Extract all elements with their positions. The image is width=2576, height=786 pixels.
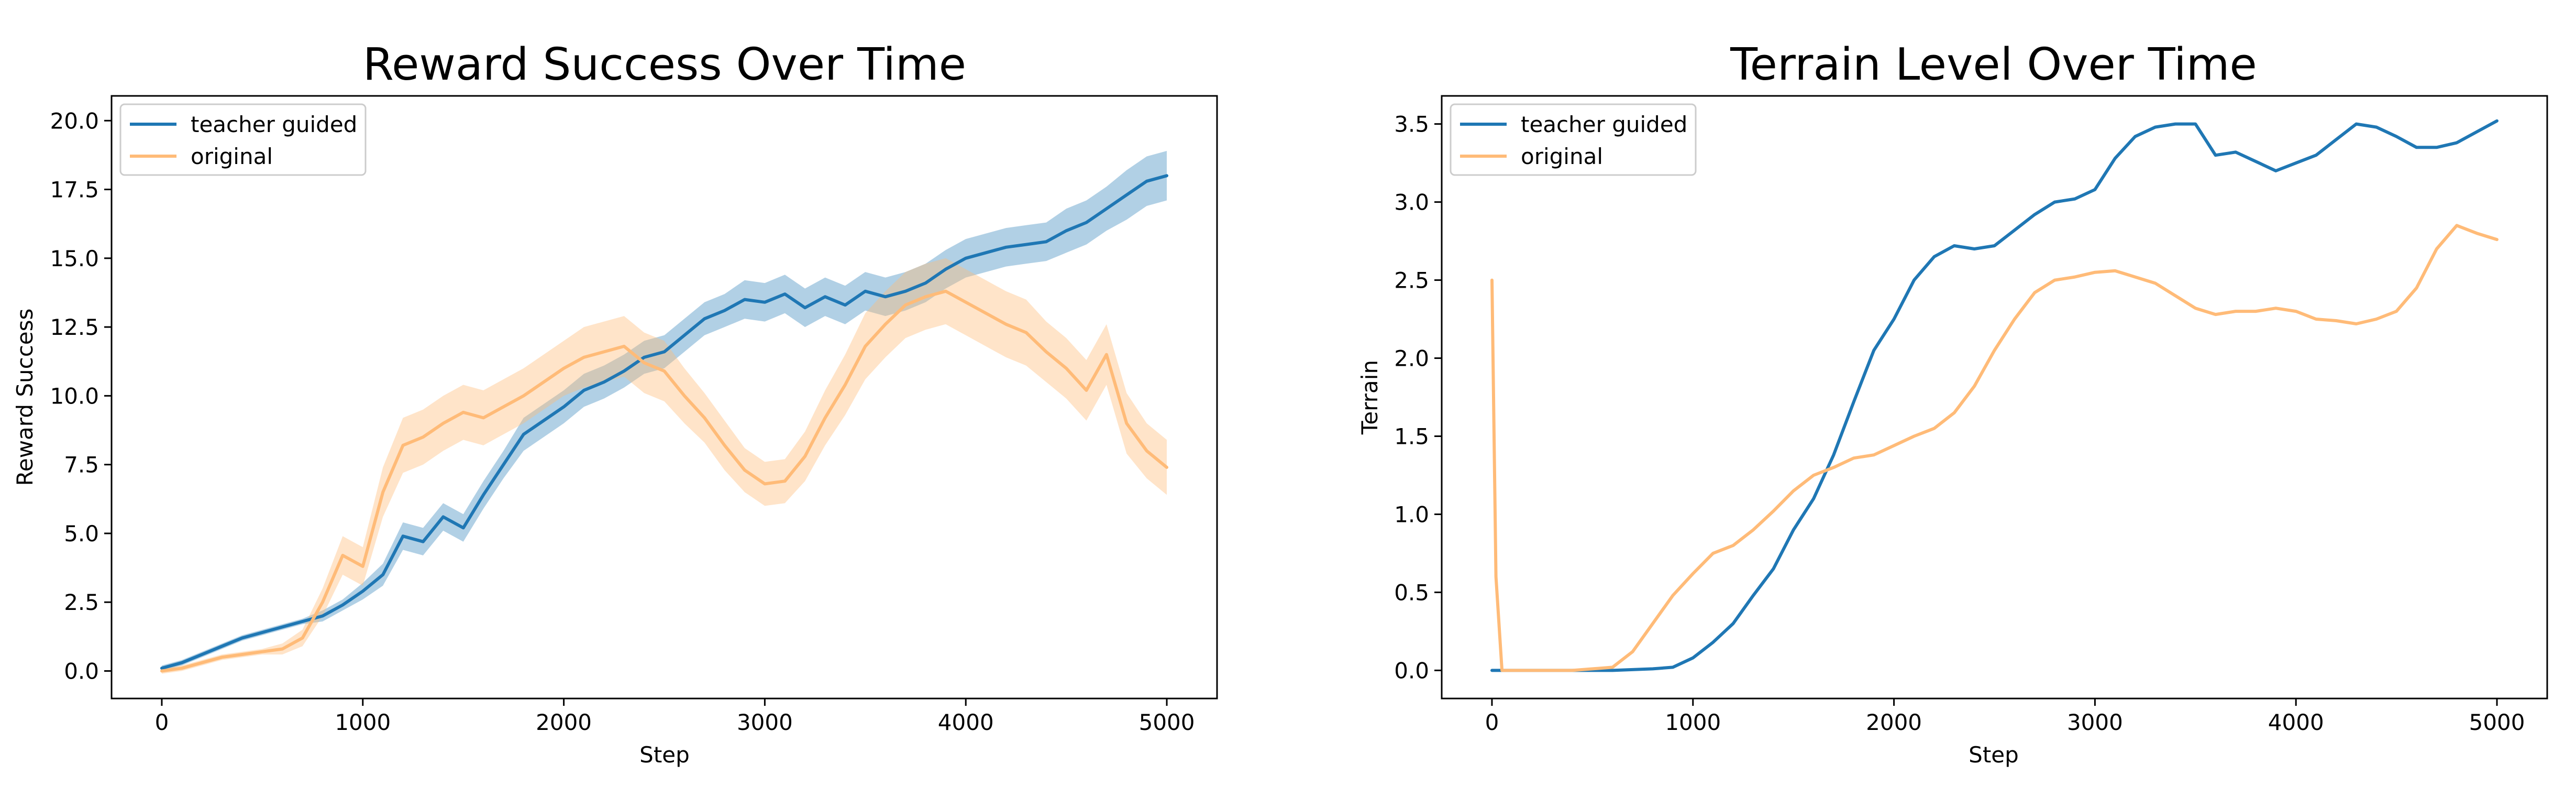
reward-success-chart: Reward Success Over Time 0 1000 2000 3000 40…: [12, 39, 1218, 768]
y-tick-label: 1.0: [1394, 501, 1429, 527]
x-axis-label: Step: [1969, 742, 2019, 768]
x-tick-label: 0: [155, 709, 169, 735]
legend-label-original: original: [191, 144, 273, 169]
y-tick-label: 10.0: [50, 383, 99, 409]
plot-frame: [110, 95, 1218, 700]
x-tick-label: 4000: [2268, 709, 2324, 735]
x-tick-label: 0: [1485, 709, 1499, 735]
x-tick-label: 2000: [1866, 709, 1922, 735]
y-tick-label: 17.5: [50, 177, 99, 203]
series-band-teacher-guided: [162, 151, 1167, 671]
series-line-original: [1490, 224, 2498, 672]
y-tick-label: 2.0: [1394, 346, 1429, 372]
y-tick-label: 12.5: [50, 314, 99, 340]
y-tick-label: 5.0: [64, 521, 99, 547]
terrain-level-chart: Terrain Level Over Time 0 1000 2000 3000 400…: [1357, 39, 2548, 768]
legend: teacher guided original: [1450, 103, 1697, 176]
y-tick-label: 15.0: [50, 246, 99, 271]
series-line-original: [160, 289, 1168, 673]
legend-box: [1450, 103, 1697, 176]
legend-label-teacher-guided: teacher guided: [1521, 112, 1687, 137]
legend-label-original: original: [1521, 144, 1603, 169]
x-tick-label: 3000: [2067, 709, 2123, 735]
plot-frame: [1441, 95, 2548, 700]
x-tick-label: 5000: [1139, 709, 1195, 735]
axis-ticks: 0 1000 2000 3000 4000 5000 0.0 0.5 1.0 1.5 2.0 2.5 3…: [1394, 112, 2525, 735]
series-line-teacher-guided: [1490, 119, 2498, 672]
plot-area: [160, 151, 1168, 674]
y-tick-label: 2.5: [64, 590, 99, 615]
y-axis-label: Reward Success: [12, 309, 38, 486]
chart-title: Reward Success Over Time: [363, 39, 966, 91]
plot-area: [1490, 119, 2498, 672]
y-tick-label: 1.5: [1394, 423, 1429, 449]
y-tick-label: 2.5: [1394, 268, 1429, 293]
chart-title: Terrain Level Over Time: [1730, 39, 2257, 91]
y-tick-label: 20.0: [50, 108, 99, 134]
legend-box: [119, 103, 367, 176]
y-tick-label: 0.0: [64, 658, 99, 684]
legend: teacher guided original: [119, 103, 367, 176]
x-tick-label: 3000: [737, 709, 793, 735]
x-tick-label: 1000: [1665, 709, 1721, 735]
y-tick-label: 7.5: [64, 452, 99, 478]
x-tick-label: 5000: [2469, 709, 2525, 735]
x-tick-label: 2000: [536, 709, 592, 735]
y-tick-label: 0.0: [1394, 658, 1429, 683]
x-axis-label: Step: [639, 742, 690, 768]
x-tick-label: 4000: [938, 709, 994, 735]
legend-label-teacher-guided: teacher guided: [191, 112, 357, 137]
y-tick-label: 3.5: [1394, 112, 1429, 137]
series-band-original: [162, 258, 1167, 674]
y-tick-label: 0.5: [1394, 580, 1429, 605]
y-axis-label: Terrain: [1357, 360, 1383, 435]
y-tick-label: 3.0: [1394, 190, 1429, 215]
series-line-teacher-guided: [160, 174, 1168, 670]
axis-ticks: 0 1000 2000 3000 4000 5000 0.0 2.5 5.0 7.5 10.0 12.…: [50, 108, 1195, 735]
x-tick-label: 1000: [335, 709, 391, 735]
